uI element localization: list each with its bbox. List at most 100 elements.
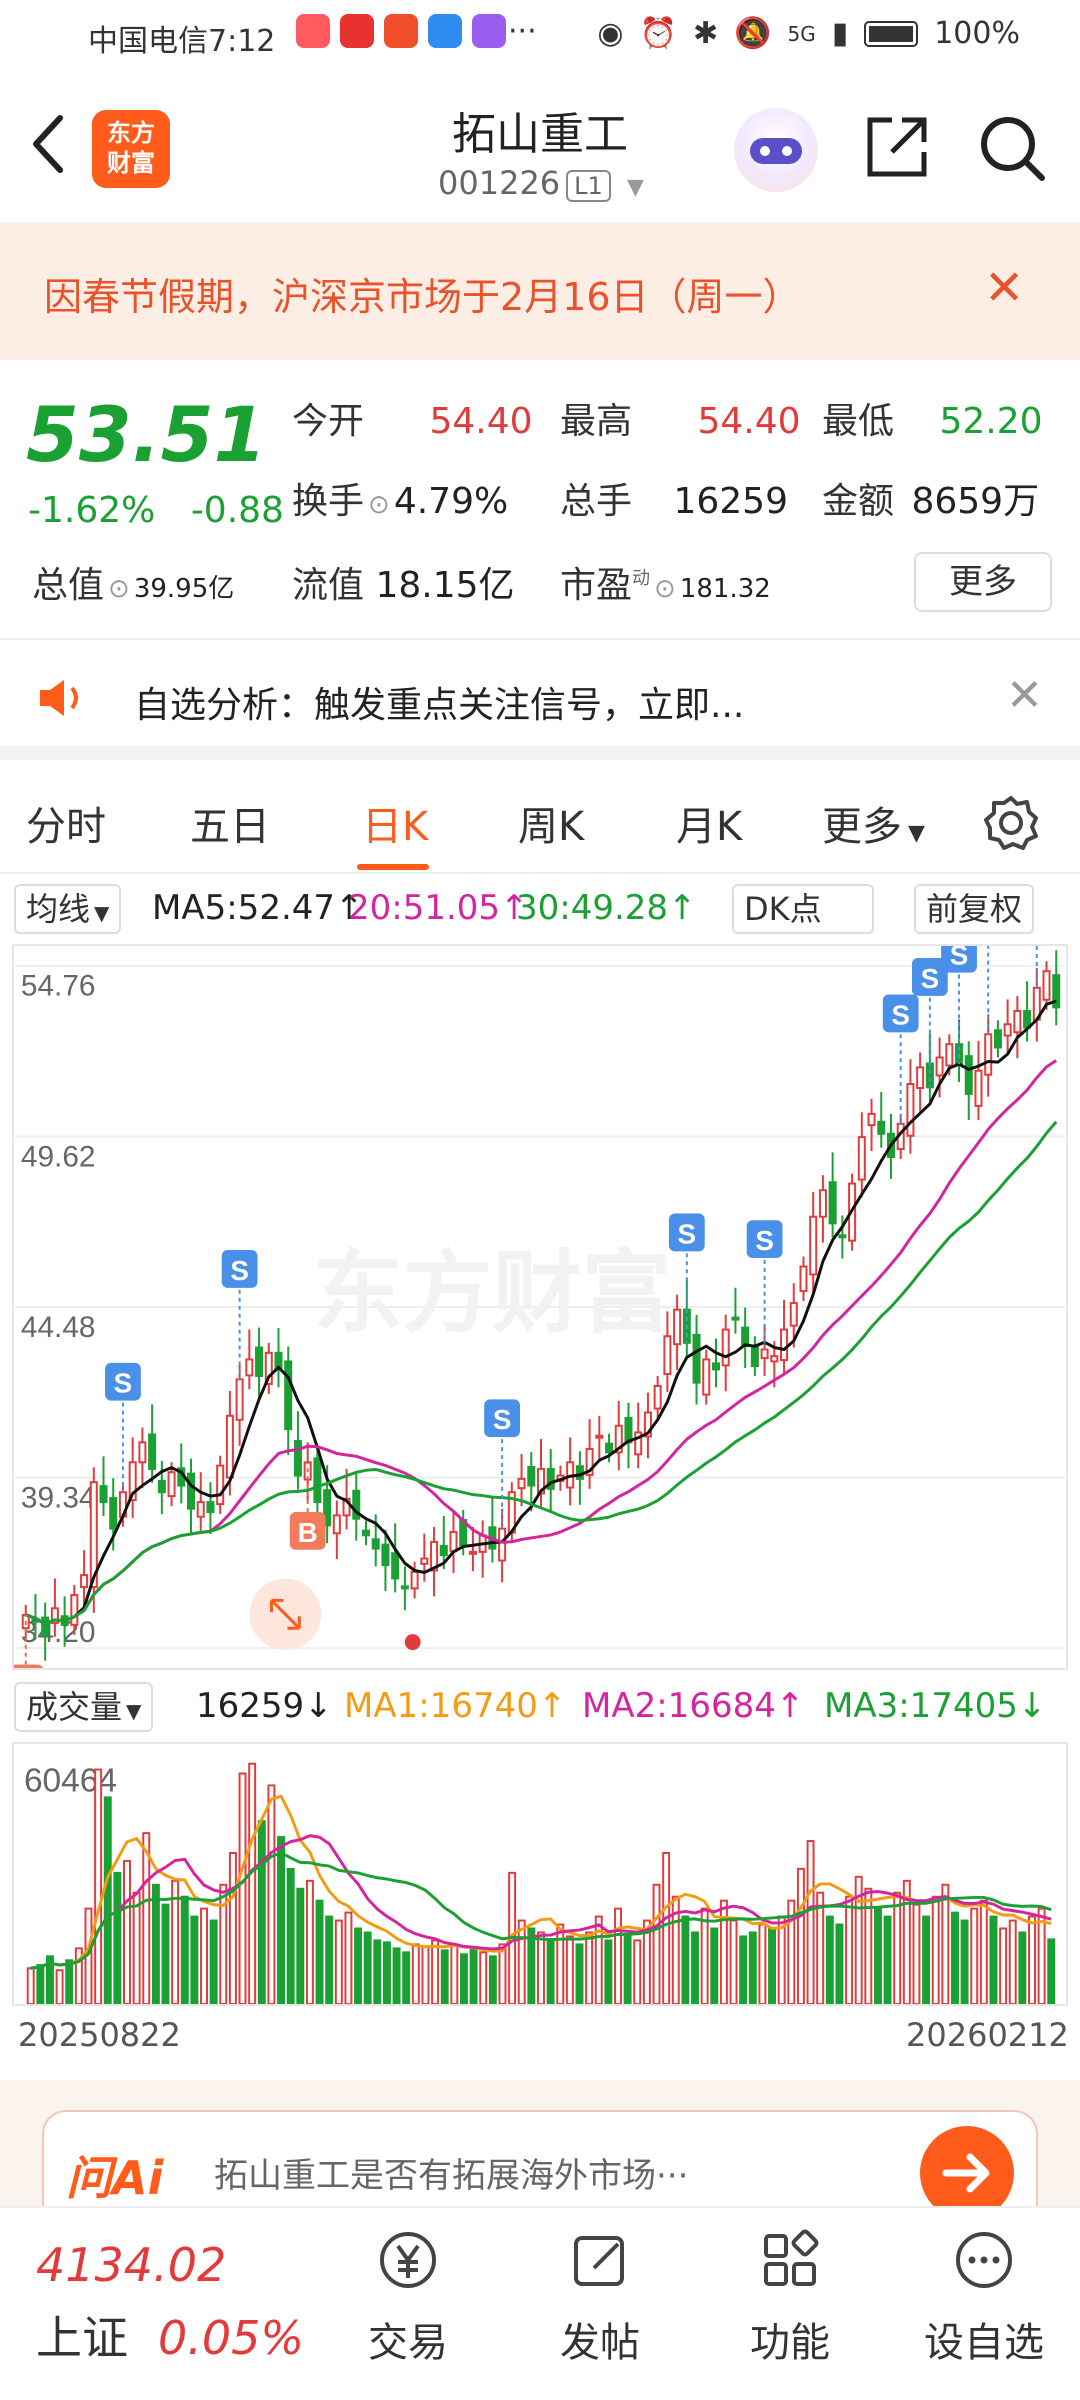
candle-body <box>857 1136 866 1181</box>
ai-question-bar: 问Ai 拓山重工是否有拓展海外市场··· <box>0 2080 1080 2230</box>
nav-add-watchlist[interactable]: 设自选 <box>904 2228 1064 2368</box>
tab-daily-k[interactable]: 日K <box>362 804 429 850</box>
volume-value: 16259↓ <box>196 1686 333 1726</box>
ma30-line <box>25 1120 1058 1626</box>
stock-header: 东方 财富 拓山重工 001226 L1 ▼ <box>0 72 1080 222</box>
candle-body <box>935 1056 944 1077</box>
level-badge: L1 <box>566 170 611 202</box>
current-price: 53.51 <box>26 390 267 479</box>
volume-bar <box>575 1943 584 2004</box>
watchlist-analysis-bar[interactable]: 自选分析：触发重点关注信号，立即... ✕ <box>0 640 1080 760</box>
info-icon[interactable]: ⊙ <box>108 574 130 604</box>
volume-bar <box>1028 1915 1036 2004</box>
candle-body <box>1052 974 1061 1009</box>
candle-body <box>216 1464 225 1506</box>
volume-bar <box>614 1907 622 2004</box>
chevron-down-icon: ▼ <box>626 175 644 200</box>
price-change: -1.62% -0.88 <box>28 490 284 531</box>
ma-selector[interactable]: 均线 ▼ <box>14 884 122 934</box>
index-percent: 0.05% <box>158 2311 305 2365</box>
dk-point-button[interactable]: DK点 <box>732 884 874 934</box>
candle-body <box>80 1574 89 1589</box>
tab-weekly-k[interactable]: 周K <box>518 804 585 850</box>
volume-bar <box>710 1927 719 2004</box>
candle-body <box>313 1457 322 1504</box>
eastmoney-logo: 东方 财富 <box>92 110 170 188</box>
marker-label: S <box>678 1218 697 1249</box>
candle-body <box>50 1607 59 1624</box>
volume-indicator-bar: 成交量 ▼ 16259↓ MA1:16740↑ MA2:16684↑ MA3:17… <box>0 1676 1080 1740</box>
volume-bar <box>411 1943 420 2004</box>
candle-body <box>449 1530 458 1553</box>
tab-intraday[interactable]: 分时 <box>26 804 106 850</box>
mktcap-row: 总值 ⊙ 39.95亿 <box>32 565 235 606</box>
candle-body <box>663 1335 672 1376</box>
stock-code-row[interactable]: 001226 L1 ▼ <box>438 164 644 202</box>
settings-gear-icon[interactable] <box>982 794 1040 852</box>
volume-chart[interactable]: 60464 <box>12 1742 1068 2006</box>
volume-bar <box>469 1947 478 2004</box>
tab-more[interactable]: 更多 ▼ <box>822 804 925 850</box>
tab-five-day[interactable]: 五日 <box>190 804 270 850</box>
end-date-label: 20260212 <box>906 2016 1069 2054</box>
nav-functions[interactable]: 功能 <box>710 2228 870 2368</box>
candle-body <box>361 1529 371 1537</box>
volume-bar <box>344 1911 353 2004</box>
candle-body <box>410 1570 419 1590</box>
candle-body <box>167 1471 176 1498</box>
volume-selector[interactable]: 成交量 ▼ <box>14 1682 154 1732</box>
back-icon[interactable] <box>28 114 68 174</box>
candle-body <box>770 1355 779 1363</box>
app-notification-icon <box>428 14 462 48</box>
volume-bar <box>527 1927 536 2004</box>
volume-bar <box>219 1883 228 2004</box>
adjust-button[interactable]: 前复权 <box>914 884 1035 934</box>
volume-bar <box>517 1919 526 2004</box>
volume-bar <box>1037 1907 1046 2004</box>
candle-body <box>381 1543 390 1567</box>
index-quote[interactable]: 4134.02 上证 0.05% <box>36 2238 304 2368</box>
ai-robot-avatar[interactable] <box>734 108 818 192</box>
volume-bar <box>777 1915 786 2004</box>
pe-sup: 动 <box>632 568 651 589</box>
volume-bar <box>277 1836 286 2004</box>
volume-bar <box>585 1931 594 2004</box>
nav-post[interactable]: 发帖 <box>520 2228 680 2368</box>
app-notification-icon <box>296 14 330 48</box>
edit-icon <box>574 2236 624 2286</box>
kline-chart[interactable]: 54.7649.6244.4839.3434.20东方财富BSSBSSSSSSS… <box>12 944 1068 1670</box>
volume-bar <box>94 1768 103 2004</box>
sell-marker <box>105 1362 141 1401</box>
ai-question-text: 拓山重工是否有拓展海外市场··· <box>214 2156 689 2196</box>
y-tick-label: 39.34 <box>21 1481 96 1514</box>
close-icon[interactable]: ✕ <box>1006 670 1043 721</box>
info-icon[interactable]: ⊙ <box>368 490 390 520</box>
turnover-row: 换手 ⊙ 4.79% <box>292 481 509 522</box>
active-tab-indicator <box>357 864 429 870</box>
volume-bar <box>835 1923 844 2004</box>
go-button[interactable] <box>920 2126 1014 2220</box>
chevron-down-icon: ▼ <box>126 1699 142 1723</box>
notification-icons <box>296 14 506 48</box>
chevron-down-icon: ▼ <box>94 901 110 925</box>
volume-bar <box>902 1879 911 2004</box>
nav-trade[interactable]: 交易 <box>328 2228 488 2368</box>
volume-bar <box>999 1927 1008 2004</box>
volume-bar <box>161 1903 170 2004</box>
mute-icon: 🔕 <box>734 16 772 51</box>
vol-ma-line <box>30 1851 1052 1970</box>
candle-body <box>371 1538 380 1550</box>
marker-label: S <box>891 999 910 1030</box>
share-icon[interactable] <box>862 112 932 182</box>
tab-monthly-k[interactable]: 月K <box>676 804 743 850</box>
close-icon[interactable]: ✕ <box>984 260 1025 316</box>
volume-bar <box>267 1784 276 2004</box>
candle-body <box>799 1265 808 1293</box>
info-icon[interactable]: ⊙ <box>654 574 676 604</box>
more-button[interactable]: 更多 <box>914 552 1052 612</box>
candle-body <box>585 1448 594 1476</box>
search-icon[interactable] <box>976 112 1048 184</box>
change-percent: -1.62% <box>28 490 156 531</box>
volume-bar <box>979 1899 988 2004</box>
candle-body <box>721 1328 730 1367</box>
